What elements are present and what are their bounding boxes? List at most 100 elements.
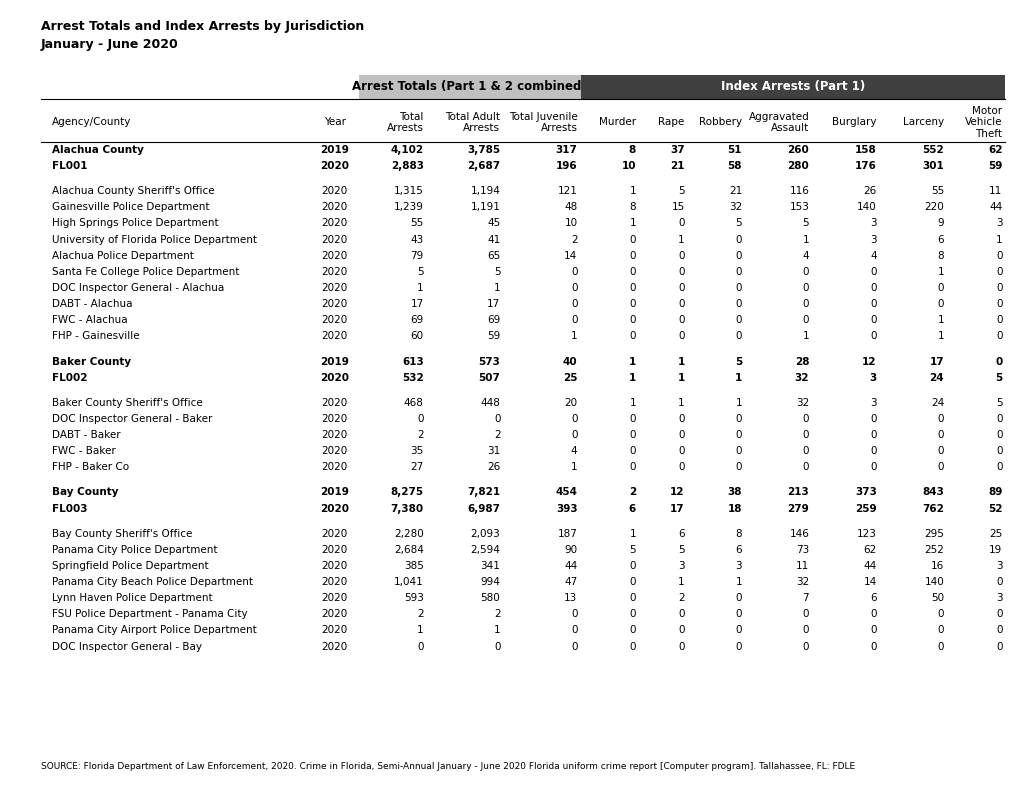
Text: 21: 21 bbox=[729, 186, 742, 196]
Text: 7,821: 7,821 bbox=[467, 488, 500, 497]
Text: Springfield Police Department: Springfield Police Department bbox=[52, 561, 208, 571]
Text: Arrest Totals (Part 1 & 2 combined): Arrest Totals (Part 1 & 2 combined) bbox=[352, 80, 587, 93]
Text: 1: 1 bbox=[735, 577, 742, 587]
Text: 2019: 2019 bbox=[320, 488, 348, 497]
Text: 51: 51 bbox=[727, 145, 742, 155]
Text: Robbery: Robbery bbox=[698, 117, 742, 128]
Text: 2020: 2020 bbox=[321, 299, 347, 309]
Text: Bay County: Bay County bbox=[52, 488, 118, 497]
Text: Baker County Sheriff's Office: Baker County Sheriff's Office bbox=[52, 398, 202, 407]
Text: 5: 5 bbox=[734, 356, 742, 366]
Text: 8: 8 bbox=[629, 145, 636, 155]
Text: 2020: 2020 bbox=[320, 504, 348, 514]
Text: 0: 0 bbox=[995, 430, 1002, 440]
Text: 0: 0 bbox=[629, 414, 636, 424]
Text: 140: 140 bbox=[856, 203, 876, 212]
Text: 8: 8 bbox=[936, 251, 944, 261]
Text: 0: 0 bbox=[869, 626, 876, 635]
Text: 0: 0 bbox=[802, 463, 808, 472]
Text: 843: 843 bbox=[921, 488, 944, 497]
Text: Burglary: Burglary bbox=[832, 117, 876, 128]
Text: Total Juvenile
Arrests: Total Juvenile Arrests bbox=[508, 112, 577, 133]
Text: 0: 0 bbox=[735, 283, 742, 293]
Text: 0: 0 bbox=[629, 315, 636, 325]
Text: 6: 6 bbox=[869, 593, 876, 603]
Text: 0: 0 bbox=[936, 299, 944, 309]
Text: Alachua Police Department: Alachua Police Department bbox=[52, 251, 194, 261]
Text: 0: 0 bbox=[678, 430, 684, 440]
Text: 48: 48 bbox=[564, 203, 577, 212]
Text: 2020: 2020 bbox=[321, 414, 347, 424]
Text: 2020: 2020 bbox=[321, 267, 347, 277]
Text: 1: 1 bbox=[417, 626, 423, 635]
Text: 3: 3 bbox=[995, 218, 1002, 229]
Text: 0: 0 bbox=[936, 446, 944, 456]
Text: 10: 10 bbox=[564, 218, 577, 229]
Text: 0: 0 bbox=[678, 283, 684, 293]
Text: 3: 3 bbox=[995, 561, 1002, 571]
Text: 5: 5 bbox=[802, 218, 808, 229]
Text: 2: 2 bbox=[678, 593, 684, 603]
Text: 2020: 2020 bbox=[320, 161, 348, 171]
Text: 0: 0 bbox=[995, 463, 1002, 472]
Text: 3: 3 bbox=[678, 561, 684, 571]
Text: 0: 0 bbox=[802, 446, 808, 456]
Text: 2020: 2020 bbox=[321, 203, 347, 212]
Text: 32: 32 bbox=[794, 373, 808, 383]
Text: 0: 0 bbox=[571, 430, 577, 440]
Text: 0: 0 bbox=[936, 414, 944, 424]
Text: 0: 0 bbox=[735, 641, 742, 652]
Text: 2: 2 bbox=[417, 430, 423, 440]
Text: 62: 62 bbox=[987, 145, 1002, 155]
Text: 0: 0 bbox=[571, 267, 577, 277]
Text: 0: 0 bbox=[936, 430, 944, 440]
Text: 0: 0 bbox=[629, 283, 636, 293]
Text: 448: 448 bbox=[480, 398, 500, 407]
Text: 11: 11 bbox=[988, 186, 1002, 196]
Text: 2020: 2020 bbox=[321, 593, 347, 603]
Text: 1: 1 bbox=[629, 398, 636, 407]
Text: 1: 1 bbox=[735, 398, 742, 407]
Text: Panama City Police Department: Panama City Police Department bbox=[52, 545, 217, 555]
Text: 13: 13 bbox=[564, 593, 577, 603]
Text: 5: 5 bbox=[678, 186, 684, 196]
Text: 0: 0 bbox=[629, 446, 636, 456]
Text: 2020: 2020 bbox=[321, 218, 347, 229]
Text: 1: 1 bbox=[936, 315, 944, 325]
Text: 0: 0 bbox=[995, 577, 1002, 587]
Text: 279: 279 bbox=[787, 504, 808, 514]
Text: 3: 3 bbox=[868, 373, 876, 383]
Text: 0: 0 bbox=[735, 593, 742, 603]
Text: 17: 17 bbox=[487, 299, 500, 309]
Text: 0: 0 bbox=[629, 641, 636, 652]
Text: 0: 0 bbox=[678, 315, 684, 325]
Text: 0: 0 bbox=[995, 641, 1002, 652]
Text: 1: 1 bbox=[678, 577, 684, 587]
Text: 6: 6 bbox=[629, 504, 636, 514]
Text: 15: 15 bbox=[671, 203, 684, 212]
Text: 762: 762 bbox=[921, 504, 944, 514]
Text: 14: 14 bbox=[863, 577, 876, 587]
Text: 468: 468 bbox=[404, 398, 423, 407]
Text: 21: 21 bbox=[669, 161, 684, 171]
Text: University of Florida Police Department: University of Florida Police Department bbox=[52, 235, 257, 244]
Text: 552: 552 bbox=[921, 145, 944, 155]
Text: 0: 0 bbox=[936, 609, 944, 619]
Text: Larceny: Larceny bbox=[902, 117, 944, 128]
Text: FWC - Alachua: FWC - Alachua bbox=[52, 315, 127, 325]
Text: 0: 0 bbox=[995, 626, 1002, 635]
Text: FL003: FL003 bbox=[52, 504, 87, 514]
Text: 50: 50 bbox=[930, 593, 944, 603]
Text: 2020: 2020 bbox=[321, 529, 347, 538]
Text: 26: 26 bbox=[487, 463, 500, 472]
Text: 7,380: 7,380 bbox=[390, 504, 423, 514]
Text: 2: 2 bbox=[493, 430, 500, 440]
Text: 55: 55 bbox=[930, 186, 944, 196]
Text: 44: 44 bbox=[988, 203, 1002, 212]
Text: 2: 2 bbox=[417, 609, 423, 619]
Text: 1: 1 bbox=[629, 186, 636, 196]
Text: 317: 317 bbox=[555, 145, 577, 155]
Text: 45: 45 bbox=[487, 218, 500, 229]
Text: 4: 4 bbox=[802, 251, 808, 261]
Text: 16: 16 bbox=[930, 561, 944, 571]
